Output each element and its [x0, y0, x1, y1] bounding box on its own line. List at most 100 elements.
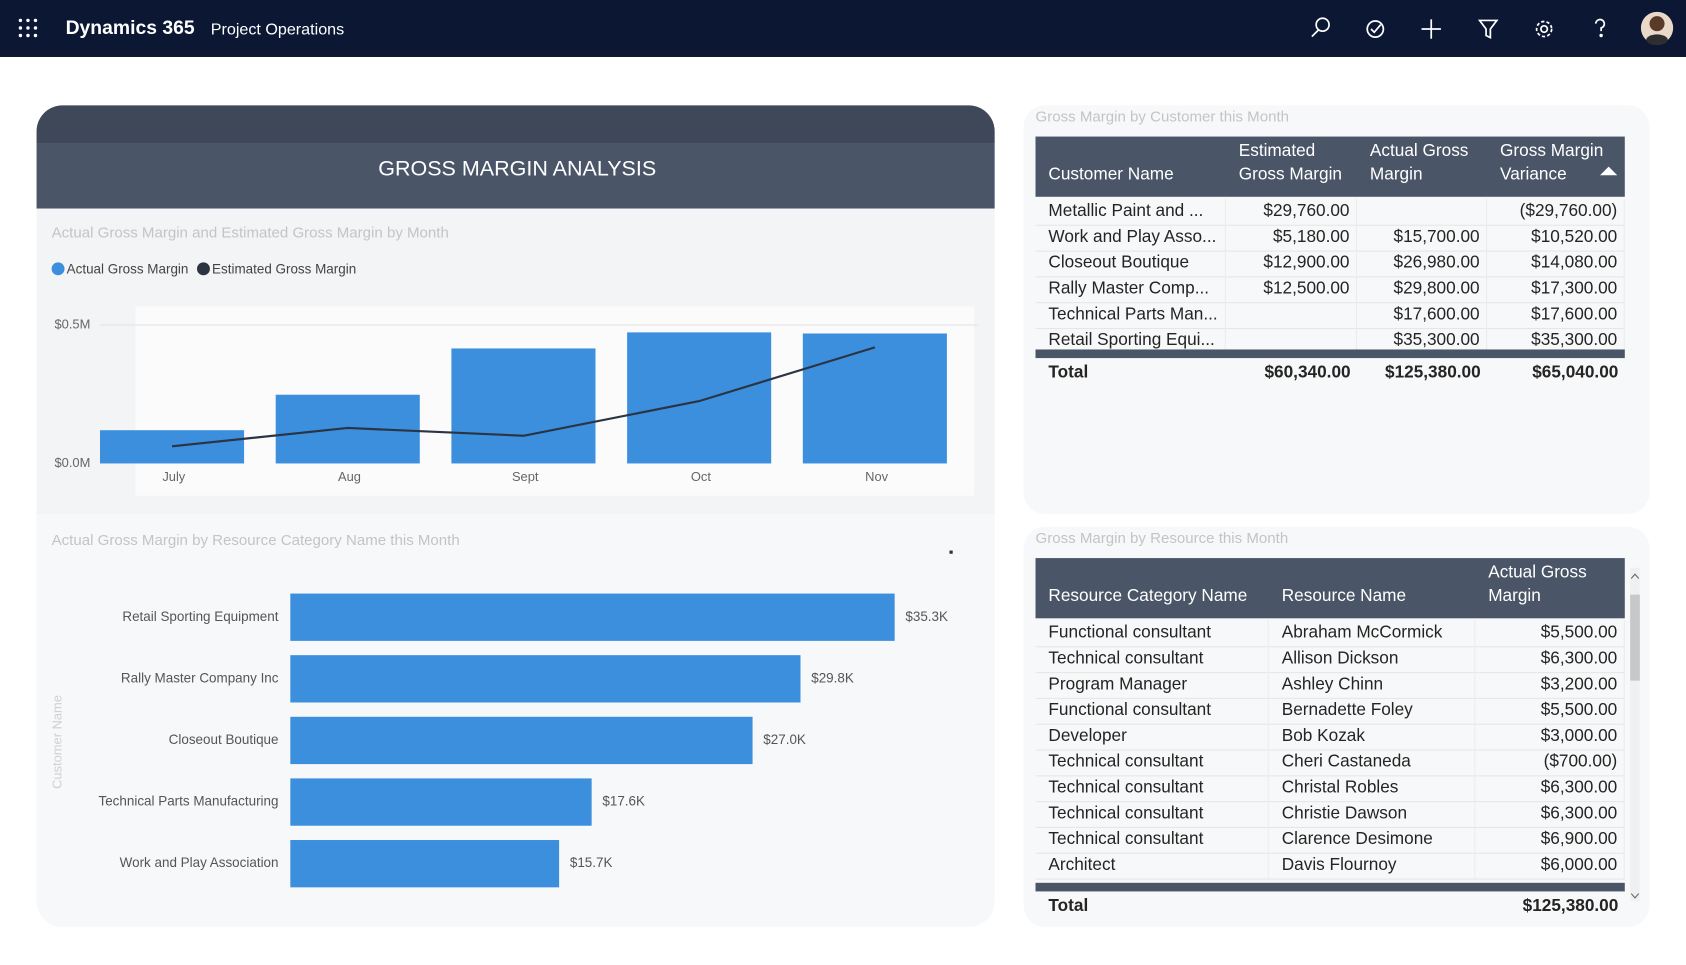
bar	[275, 394, 420, 464]
table-cell: ($29,760.00)	[1487, 198, 1625, 225]
top-bar-icons: Dynamics 365 Project Operations	[18, 11, 1674, 46]
table-row: Technical consultant Clarence Desimone $6,…	[1035, 826, 1625, 854]
table-title: Gross Margin by Customer this Month	[1035, 107, 1290, 125]
x-tick-label: July	[162, 469, 185, 484]
table-cell: Ashley Chinn	[1269, 672, 1476, 698]
category-label: Closeout Boutique	[169, 732, 279, 747]
top-bar: Dynamics 365 Project Operations	[0, 0, 1686, 57]
bar	[290, 593, 895, 641]
table-cell: $6,300.00	[1475, 646, 1625, 673]
table-cell: Bernadette Foley	[1269, 697, 1476, 724]
table-cell: Work and Play Asso...	[1036, 224, 1226, 251]
table-cell: $3,000.00	[1475, 723, 1625, 750]
column-header: Resource Name	[1281, 587, 1407, 606]
table-cell: Functional consultant	[1036, 620, 1269, 647]
scroll-thumb[interactable]	[1630, 594, 1640, 681]
chart-title: Actual Gross Margin by Resource Category…	[52, 532, 460, 549]
table-cell: Allison Dickson	[1269, 646, 1476, 673]
table-row: Program Manager Ashley Chinn $3,200.00	[1035, 672, 1625, 699]
table-cell: $5,500.00	[1475, 620, 1625, 647]
bar	[290, 840, 560, 888]
table-cell: Davis Flournoy	[1269, 852, 1476, 879]
table-cell: Closeout Boutique	[1036, 250, 1226, 277]
table-row: Technical consultant Cheri Castaneda ($700…	[1035, 749, 1625, 777]
table-cell: Technical consultant	[1036, 775, 1269, 802]
panel-header	[36, 143, 995, 209]
sort-arrow[interactable]	[1599, 166, 1618, 177]
table-row: Metallic Paint and ... $29,760.00 ($29,760…	[1035, 198, 1625, 226]
table-cell: Bob Kozak	[1269, 723, 1476, 750]
table-row: Technical consultant Christal Robles $6,30…	[1035, 775, 1625, 803]
total-cell: $60,340.00	[1264, 363, 1351, 382]
scroll-track	[1630, 567, 1640, 902]
total-cell	[1269, 894, 1475, 920]
table-cell	[1357, 198, 1488, 225]
category-label: Retail Sporting Equipment	[122, 609, 278, 624]
table-row: Architect Davis Flournoy $6,000.00	[1035, 852, 1625, 880]
more-dot[interactable]	[949, 550, 953, 554]
table-row: Rally Master Comp... $12,500.00 $29,800.00…	[1035, 276, 1625, 304]
table-header: Customer Name Estimated Gross Margin Actua…	[1035, 136, 1625, 197]
table-cell: $6,000.00	[1475, 852, 1625, 879]
legend-marker	[51, 262, 65, 276]
category-label: Rally Master Company Inc	[121, 670, 279, 685]
table-cell: ($700.00)	[1475, 749, 1625, 776]
table-row: Developer Bob Kozak $3,000.00	[1035, 723, 1625, 751]
x-tick-label: Aug	[338, 469, 361, 484]
y-axis-label: Customer Name	[49, 695, 64, 789]
column-header: Estimated Gross Margin	[1238, 141, 1343, 184]
table-cell: $6,900.00	[1475, 826, 1625, 853]
avatar[interactable]	[1640, 11, 1674, 46]
total-row: Total $60,340.00 $125,380.00 $65,040.00	[1036, 360, 1625, 386]
table-cell: $12,900.00	[1226, 250, 1358, 277]
table-cell: Architect	[1036, 852, 1269, 879]
help-icon[interactable]	[1594, 18, 1606, 38]
table-cell: Technical consultant	[1036, 646, 1269, 673]
bar	[627, 332, 772, 464]
table-cell: Rally Master Comp...	[1036, 276, 1226, 303]
table-cell: $6,300.00	[1475, 775, 1625, 802]
table-cell: Cheri Castaneda	[1269, 749, 1476, 776]
table-row: Technical Parts Man... $17,600.00 $17,600.…	[1035, 302, 1625, 330]
legend-label: Actual Gross Margin	[67, 261, 189, 276]
bar	[451, 348, 596, 464]
table-cell: Christie Dawson	[1269, 801, 1476, 827]
filter-icon[interactable]	[1477, 19, 1499, 40]
y-tick-label: $0.0M	[54, 455, 90, 470]
table-cell: Abraham McCormick	[1269, 620, 1476, 647]
table-row: Work and Play Asso... $5,180.00 $15,700.00…	[1035, 224, 1625, 252]
x-tick-label: Sept	[512, 469, 539, 484]
column-header: Actual Gross Margin	[1369, 141, 1469, 184]
table-cell: $5,180.00	[1226, 224, 1358, 251]
bar	[290, 778, 592, 826]
scroll-up[interactable]	[1630, 573, 1640, 579]
table-cell: $12,500.00	[1226, 276, 1358, 303]
total-divider	[1035, 349, 1625, 359]
x-tick-label: Oct	[691, 469, 711, 484]
assistant-icon[interactable]	[1366, 20, 1385, 38]
value-label: $17.6K	[602, 794, 645, 809]
table-row: Closeout Boutique $12,900.00 $26,980.00 $14…	[1035, 250, 1625, 278]
column-header: Gross Margin Variance	[1500, 141, 1604, 184]
app-launcher[interactable]	[18, 18, 38, 38]
table-cell: Technical consultant	[1036, 749, 1269, 776]
table-cell: $29,760.00	[1226, 198, 1358, 225]
scroll-down[interactable]	[1630, 893, 1640, 899]
panel-title: GROSS MARGIN ANALYSIS	[378, 157, 656, 181]
search-icon[interactable]	[1311, 17, 1330, 38]
new-icon[interactable]	[1421, 19, 1441, 39]
table-row: Functional consultant Bernadette Foley $5,…	[1035, 697, 1625, 725]
category-label: Work and Play Association	[120, 855, 279, 870]
table-title: Gross Margin by Resource this Month	[1035, 529, 1289, 547]
column-header: Actual Gross Margin	[1488, 563, 1587, 606]
bar	[100, 430, 245, 464]
table-cell	[1226, 302, 1358, 328]
table-cell	[1226, 327, 1358, 354]
settings-icon[interactable]	[1535, 20, 1553, 38]
value-label: $29.8K	[811, 670, 854, 685]
value-label: $15.7K	[570, 855, 613, 870]
table-header: Resource Category Name Resource Name Actua…	[1035, 558, 1625, 619]
value-label: $35.3K	[905, 609, 948, 624]
